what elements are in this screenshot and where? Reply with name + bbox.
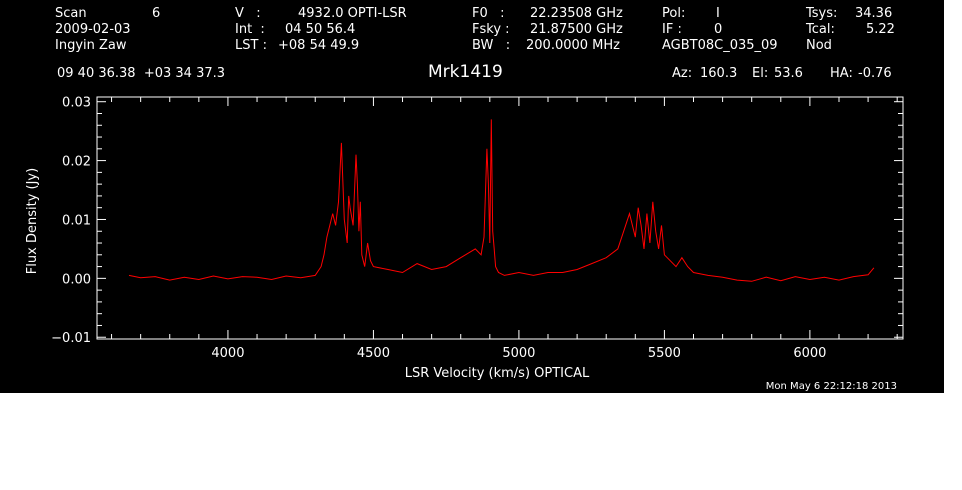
tcal-value: 5.22	[866, 22, 895, 37]
fsky-label: Fsky :	[472, 22, 510, 37]
polarization-label: Pol:	[662, 6, 686, 21]
y-axis-label: Flux Density (Jy)	[25, 168, 40, 274]
y-tick-label: 0.02	[62, 155, 91, 170]
elevation-label: El:	[752, 66, 769, 81]
plot-panel	[0, 0, 944, 393]
x-tick-label: 4000	[211, 346, 244, 361]
elevation-value: 53.6	[774, 66, 803, 81]
f0-label: F0 :	[472, 6, 505, 21]
y-tick-label: 0.01	[62, 213, 91, 228]
y-tick-label: 0.03	[62, 96, 91, 111]
project-id: AGBT08C_035_09	[662, 38, 778, 53]
lst-value: +08 54 49.9	[278, 38, 360, 53]
source-coordinates: 09 40 36.38 +03 34 37.3	[57, 66, 226, 81]
tsys-label: Tsys:	[806, 6, 838, 21]
source-name: Mrk1419	[428, 62, 503, 82]
integration-label: Int :	[235, 22, 265, 37]
y-tick-label: −0.01	[51, 331, 91, 346]
bandwidth-value: 200.0000 MHz	[526, 38, 620, 53]
observing-mode: Nod	[806, 38, 832, 53]
f0-value: 22.23508 GHz	[530, 6, 623, 21]
x-axis-ticks: 4000 4500 5000 5500 6000	[111, 97, 898, 361]
hour-angle-value: -0.76	[858, 66, 892, 81]
integration-value: 04 50 56.4	[285, 22, 356, 37]
observer-name: Ingyin Zaw	[55, 38, 127, 53]
observation-date: 2009-02-03	[55, 22, 131, 37]
if-value: 0	[714, 22, 723, 37]
plot-frame	[96, 96, 904, 340]
spectrum-trace	[128, 119, 875, 282]
polarization-value: I	[716, 6, 720, 21]
tcal-label: Tcal:	[806, 22, 835, 37]
bandwidth-label: BW :	[472, 38, 511, 53]
lst-label: LST :	[235, 38, 267, 53]
scan-label: Scan	[55, 6, 87, 21]
timestamp: Mon May 6 22:12:18 2013	[766, 381, 897, 392]
x-tick-label: 5000	[502, 346, 535, 361]
azimuth-value: 160.3	[700, 66, 738, 81]
azimuth-label: Az:	[672, 66, 693, 81]
fsky-value: 21.87500 GHz	[530, 22, 623, 37]
x-tick-label: 4500	[357, 346, 390, 361]
spectrum-chart: 4000 4500 5000 5500 6000 −0.01 0.00 0.01 0.02 0.…	[25, 96, 904, 392]
x-axis-label: LSR Velocity (km/s) OPTICAL	[405, 366, 590, 381]
hour-angle-label: HA:	[830, 66, 853, 81]
velocity-label: V :	[235, 6, 261, 21]
y-tick-label: 0.00	[62, 272, 91, 287]
x-tick-label: 6000	[793, 346, 826, 361]
if-label: IF :	[662, 22, 682, 37]
tsys-value: 34.36	[855, 6, 893, 21]
scan-value: 6	[152, 6, 161, 21]
velocity-value: 4932.0 OPTI-LSR	[298, 6, 407, 21]
x-tick-label: 5500	[648, 346, 681, 361]
y-axis-ticks: −0.01 0.00 0.01 0.02 0.03	[51, 96, 903, 346]
